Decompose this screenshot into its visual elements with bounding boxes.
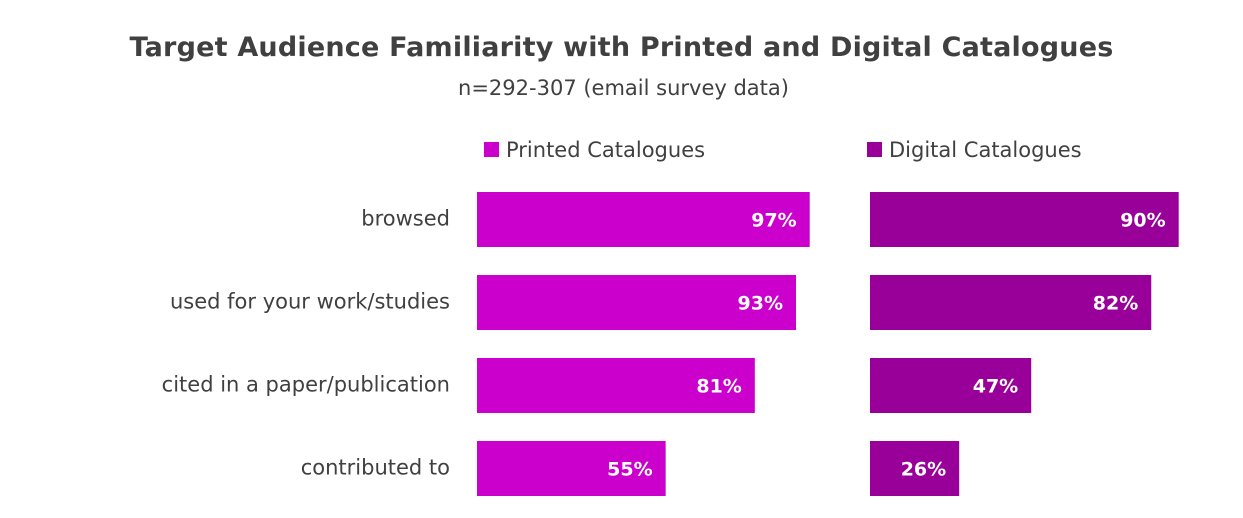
chart-bars: 97% 93% 81% 55% 90% 82% 47% 26% — [477, 192, 1179, 496]
bar-digital-catalogues-used-for-your-work-studies — [870, 275, 1152, 330]
bar-digital-catalogues-contributed-to — [870, 441, 960, 496]
chart-subtitle: n=292-307 (email survey data) — [458, 76, 789, 100]
chart-legend: Printed Catalogues Digital Catalogues — [484, 138, 1082, 162]
bar-printed-catalogues-browsed — [477, 192, 810, 247]
chart-title: Target Audience Familiarity with Printed… — [129, 32, 1114, 63]
bar-digital-catalogues-browsed — [870, 192, 1179, 247]
category-labels: browsed used for your work/studies cited i… — [162, 207, 450, 480]
category-label-browsed: browsed — [361, 207, 450, 231]
data-label-digital-catalogues-contributed-to: 26% — [901, 459, 946, 481]
legend-swatch-digital-catalogues — [867, 142, 882, 157]
data-label-printed-catalogues-browsed: 97% — [751, 210, 796, 232]
category-label-used-for-your-work-studies: used for your work/studies — [170, 290, 450, 314]
data-label-digital-catalogues-browsed: 90% — [1120, 210, 1165, 232]
data-label-printed-catalogues-contributed-to: 55% — [607, 459, 652, 481]
bar-printed-catalogues-cited-in-a-paper-publication — [477, 358, 755, 413]
category-label-cited-in-a-paper-publication: cited in a paper/publication — [162, 373, 450, 397]
data-label-printed-catalogues-used-for-your-work-studies: 93% — [738, 293, 783, 315]
legend-swatch-printed-catalogues — [484, 142, 499, 157]
bar-digital-catalogues-cited-in-a-paper-publication — [870, 358, 1032, 413]
legend-label-printed-catalogues: Printed Catalogues — [506, 138, 705, 162]
data-label-printed-catalogues-cited-in-a-paper-publication: 81% — [696, 376, 741, 398]
bar-printed-catalogues-used-for-your-work-studies — [477, 275, 796, 330]
data-label-digital-catalogues-used-for-your-work-studies: 82% — [1093, 293, 1138, 315]
legend-label-digital-catalogues: Digital Catalogues — [889, 138, 1082, 162]
category-label-contributed-to: contributed to — [301, 456, 450, 480]
data-label-digital-catalogues-cited-in-a-paper-publication: 47% — [973, 376, 1018, 398]
bar-printed-catalogues-contributed-to — [477, 441, 666, 496]
